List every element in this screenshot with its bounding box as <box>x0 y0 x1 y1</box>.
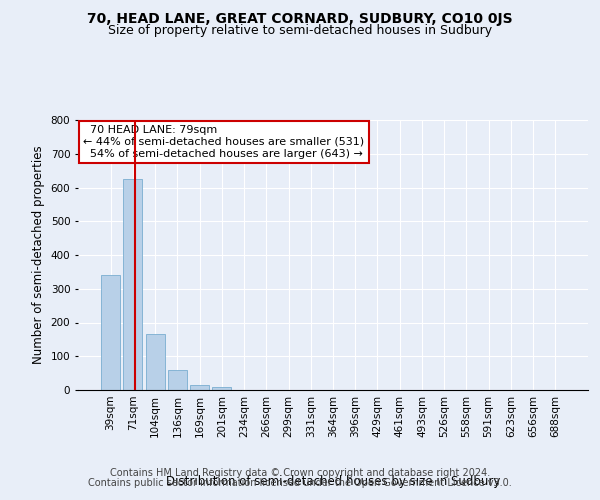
Text: Size of property relative to semi-detached houses in Sudbury: Size of property relative to semi-detach… <box>108 24 492 37</box>
Text: Contains HM Land Registry data © Crown copyright and database right 2024.: Contains HM Land Registry data © Crown c… <box>110 468 490 477</box>
Text: Contains public sector information licensed under the Open Government Licence v3: Contains public sector information licen… <box>88 478 512 488</box>
Bar <box>146 334 164 390</box>
Y-axis label: Number of semi-detached properties: Number of semi-detached properties <box>32 146 45 364</box>
Bar <box>190 385 209 390</box>
Text: 70, HEAD LANE, GREAT CORNARD, SUDBURY, CO10 0JS: 70, HEAD LANE, GREAT CORNARD, SUDBURY, C… <box>87 12 513 26</box>
Bar <box>124 179 142 390</box>
Bar <box>212 386 231 390</box>
Text: 70 HEAD LANE: 79sqm
← 44% of semi-detached houses are smaller (531)
  54% of sem: 70 HEAD LANE: 79sqm ← 44% of semi-detach… <box>83 126 364 158</box>
Bar <box>101 275 120 390</box>
Bar <box>168 370 187 390</box>
Text: Distribution of semi-detached houses by size in Sudbury: Distribution of semi-detached houses by … <box>166 474 500 488</box>
